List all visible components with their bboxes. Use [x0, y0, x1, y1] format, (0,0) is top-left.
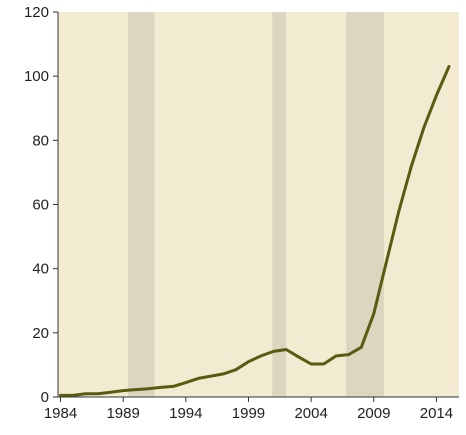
y-tick-label: 120 — [24, 4, 49, 21]
shaded-period-1 — [128, 12, 154, 397]
y-tick-label: 60 — [32, 197, 49, 214]
x-tick-label: 1989 — [106, 405, 139, 422]
y-tick-label: 20 — [32, 325, 49, 342]
y-axis-ticks: 0 20 40 60 80 100 120 — [24, 4, 58, 406]
x-tick-label: 1994 — [169, 405, 202, 422]
x-tick-label: 1999 — [232, 405, 265, 422]
x-axis-ticks: 1984 1989 1994 1999 2004 2009 2014 — [44, 397, 453, 422]
x-tick-label: 2014 — [420, 405, 453, 422]
shaded-period-2 — [272, 12, 286, 397]
x-tick-label: 1984 — [44, 405, 77, 422]
y-tick-label: 40 — [32, 261, 49, 278]
y-tick-label: 100 — [24, 68, 49, 85]
y-tick-label: 80 — [32, 132, 49, 149]
y-tick-label: 0 — [41, 389, 49, 406]
plot-background — [58, 12, 459, 397]
x-tick-label: 2004 — [294, 405, 327, 422]
x-tick-label: 2009 — [357, 405, 390, 422]
